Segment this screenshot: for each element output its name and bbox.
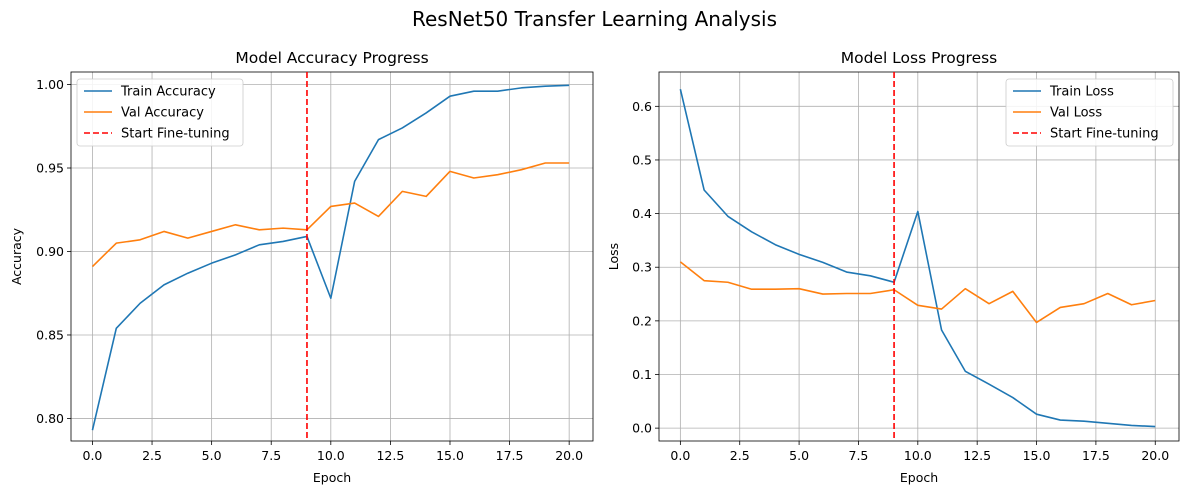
y-axis-label: Loss	[606, 243, 621, 270]
x-tick-label: 20.0	[1141, 448, 1169, 463]
legend-label: Train Accuracy	[120, 85, 216, 100]
y-tick-label: 0.90	[36, 244, 64, 259]
legend-label: Val Accuracy	[121, 106, 204, 121]
legend-label: Start Fine-tuning	[121, 127, 230, 142]
series-line-train-loss	[679, 88, 1156, 428]
legend-box	[1005, 78, 1174, 147]
y-tick-label: 0.0	[632, 421, 652, 436]
axes-frame	[658, 71, 1180, 442]
series-line-val-accuracy	[91, 162, 570, 268]
x-tick-label: 2.5	[730, 448, 750, 463]
x-tick-label: 0.0	[670, 448, 690, 463]
x-tick-label: 2.5	[142, 448, 162, 463]
plot-title: Model Loss Progress	[841, 49, 998, 67]
x-tick-label: 0.0	[83, 448, 103, 463]
legend-label: Train Loss	[1049, 85, 1114, 100]
plot-title: Model Accuracy Progress	[235, 49, 428, 67]
series-line-train-accuracy	[91, 84, 570, 431]
x-tick-label: 15.0	[1023, 448, 1051, 463]
x-tick-label: 12.5	[963, 448, 991, 463]
x-tick-label: 10.0	[317, 448, 345, 463]
y-tick-label: 0.6	[632, 99, 652, 114]
y-tick-label: 0.95	[36, 161, 64, 176]
y-tick-label: 0.2	[632, 313, 652, 328]
x-axis-label: Epoch	[900, 470, 938, 485]
x-tick-label: 5.0	[789, 448, 809, 463]
x-tick-label: 17.5	[1082, 448, 1110, 463]
legend-label: Start Fine-tuning	[1050, 127, 1159, 142]
loss-plot: 0.0 2.5 5.0 7.5 10.0 12.5 15.0 17.5 20.0 0.0 0.1 0.…	[606, 49, 1180, 485]
series-line-val-loss	[679, 261, 1156, 324]
y-tick-label: 0.5	[632, 152, 652, 167]
x-tick-label: 10.0	[904, 448, 932, 463]
y-tick-label: 0.1	[632, 367, 652, 382]
x-axis-label: Epoch	[313, 470, 351, 485]
y-tick-label: 0.4	[632, 206, 652, 221]
legend-label: Val Loss	[1050, 106, 1102, 121]
x-tick-label: 12.5	[376, 448, 404, 463]
x-tick-label: 7.5	[849, 448, 869, 463]
y-tick-label: 0.80	[36, 411, 64, 426]
y-tick-label: 1.00	[36, 77, 64, 92]
accuracy-plot: 0.0 2.5 5.0 7.5 10.0 12.5 15.0 17.5 20.0 0.80 0.85…	[9, 49, 594, 485]
x-tick-label: 15.0	[436, 448, 464, 463]
y-axis-label: Accuracy	[9, 227, 24, 285]
y-tick-label: 0.3	[632, 260, 652, 275]
y-tick-label: 0.85	[36, 327, 64, 342]
x-tick-label: 7.5	[261, 448, 281, 463]
x-tick-label: 20.0	[555, 448, 583, 463]
figure-title: ResNet50 Transfer Learning Analysis	[412, 7, 777, 31]
x-tick-label: 5.0	[202, 448, 222, 463]
axes-frame	[70, 71, 594, 442]
x-tick-label: 17.5	[496, 448, 524, 463]
legend-box	[76, 78, 244, 147]
